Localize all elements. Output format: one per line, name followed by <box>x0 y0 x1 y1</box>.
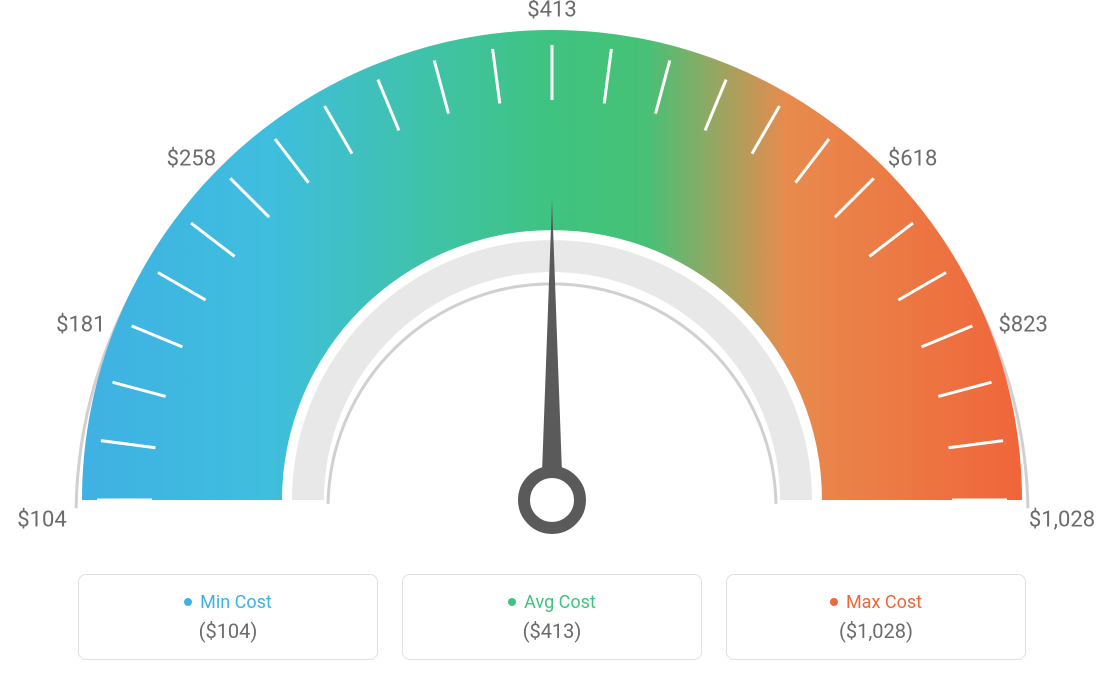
gauge-chart: $104 $181 $258 $413 $618 $823 $1,028 <box>0 0 1104 560</box>
legend-title-max: Max Cost <box>830 592 922 613</box>
scale-label: $258 <box>167 147 216 172</box>
scale-label: $1,028 <box>1029 508 1095 533</box>
legend-value: ($1,028) <box>839 619 913 643</box>
legend-value: ($104) <box>199 619 258 643</box>
legend: Min Cost ($104) Avg Cost ($413) Max Cost… <box>78 574 1026 660</box>
legend-title-min: Min Cost <box>184 592 272 613</box>
dot-icon <box>830 598 838 606</box>
legend-card-max: Max Cost ($1,028) <box>726 574 1026 660</box>
legend-label: Avg Cost <box>524 592 596 613</box>
legend-card-avg: Avg Cost ($413) <box>402 574 702 660</box>
gauge-svg <box>0 0 1104 580</box>
legend-label: Min Cost <box>200 592 272 613</box>
scale-label: $618 <box>888 147 937 172</box>
scale-label: $823 <box>998 312 1047 337</box>
legend-card-min: Min Cost ($104) <box>78 574 378 660</box>
dot-icon <box>508 598 516 606</box>
legend-value: ($413) <box>523 619 582 643</box>
scale-label: $181 <box>56 312 105 337</box>
scale-label: $413 <box>527 0 576 23</box>
legend-title-avg: Avg Cost <box>508 592 596 613</box>
dot-icon <box>184 598 192 606</box>
legend-label: Max Cost <box>846 592 922 613</box>
scale-label: $104 <box>17 508 66 533</box>
